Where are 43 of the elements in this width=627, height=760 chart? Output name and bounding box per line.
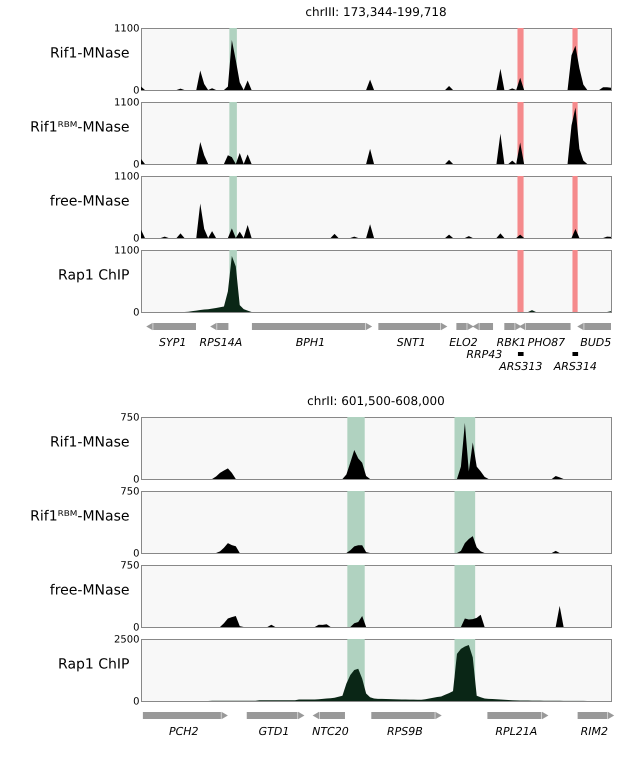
y-axis-title: Rif1-MNase (50, 434, 130, 450)
y-tick-label: 0 (133, 86, 140, 96)
y-tick-label: 0 (133, 308, 140, 318)
text: PCH2 (168, 725, 199, 738)
y-tick-label: 0 (133, 234, 140, 244)
chart-title: chrII: 601,500-608,000 (307, 394, 445, 408)
y-tick-label: 0 (133, 622, 140, 634)
y-tick-label: 750 (120, 412, 140, 424)
text: RPL21A (495, 725, 538, 738)
text: NTC20 (312, 725, 349, 738)
y-tick-label: 1100 (114, 98, 140, 108)
y-axis-title: Rap1 ChIP (58, 656, 130, 672)
y-tick-label: 0 (133, 696, 140, 708)
text: GTD1 (258, 725, 290, 738)
text: ARS313 (498, 360, 542, 373)
y-tick-label: 1100 (114, 246, 140, 256)
text: ELO2 (449, 336, 478, 349)
text: BPH1 (296, 336, 326, 349)
text: ARS314 (552, 360, 597, 373)
chart-title: chrIII: 173,344-199,718 (305, 5, 447, 19)
text: RBK1 (496, 336, 526, 349)
text: RPS14A (200, 336, 242, 349)
y-tick-label: 750 (120, 560, 140, 572)
y-axis-title: free-MNase (50, 193, 130, 210)
text: BUD5 (580, 336, 612, 349)
y-tick-label: 0 (133, 474, 140, 486)
y-axis-title: free-MNase (50, 582, 130, 598)
text: SYP1 (159, 336, 186, 349)
y-axis-title: Rap1 ChIP (58, 267, 130, 284)
y-axis-title: Rif1ᴿᴮᴹ-MNase (30, 119, 130, 136)
y-axis-title: Rif1ᴿᴮᴹ-MNase (30, 508, 130, 524)
y-tick-label: 1100 (114, 24, 140, 34)
y-tick-label: 1100 (114, 172, 140, 182)
y-axis-title: Rif1-MNase (50, 45, 130, 62)
y-tick-label: 0 (133, 548, 140, 560)
text: RIM2 (580, 725, 608, 738)
text: PHO87 (528, 336, 566, 349)
y-tick-label: 0 (133, 160, 140, 170)
y-tick-label: 2500 (114, 634, 140, 646)
y-tick-label: 750 (120, 486, 140, 498)
text: RPS9B (387, 725, 423, 738)
text: SNT1 (396, 336, 426, 349)
text: RRP43 (466, 348, 502, 361)
